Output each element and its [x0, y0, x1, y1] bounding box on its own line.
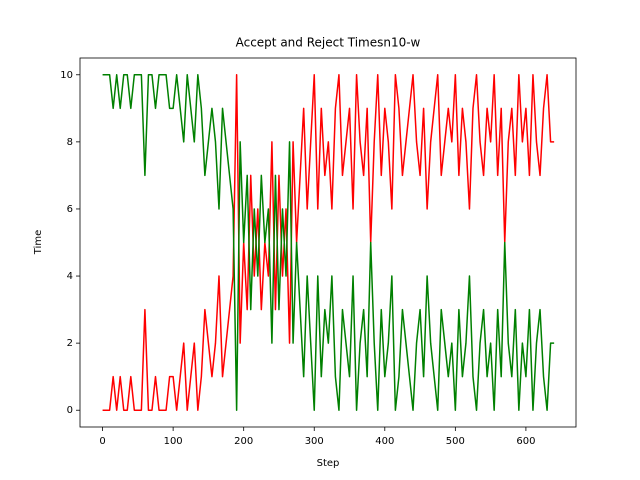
series-line	[102, 74, 555, 411]
y-tick-label: 6	[67, 204, 73, 215]
x-tick-label: 100	[164, 436, 183, 447]
y-tick-label: 0	[67, 405, 73, 416]
y-tick-label: 8	[67, 137, 73, 148]
x-tick-label: 600	[516, 436, 535, 447]
y-tick-label: 4	[67, 271, 73, 282]
plot-area	[102, 74, 555, 411]
x-tick-label: 300	[305, 436, 324, 447]
x-tick-label: 0	[99, 436, 105, 447]
y-axis-label: Time	[33, 230, 44, 255]
x-tick-label: 500	[446, 436, 465, 447]
x-axis-label: Step	[317, 458, 340, 469]
series-line	[102, 74, 555, 411]
axes-frame	[79, 57, 577, 428]
chart-title: Accept and Reject Timesn10-w	[236, 36, 421, 50]
y-tick-label: 10	[60, 70, 73, 81]
y-tick-label: 2	[67, 338, 73, 349]
x-tick-label: 400	[375, 436, 394, 447]
x-tick-label: 200	[234, 436, 253, 447]
